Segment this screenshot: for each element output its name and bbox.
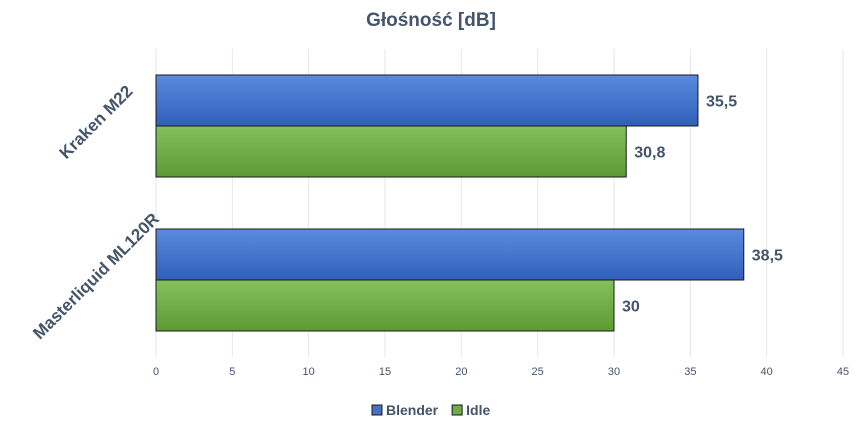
x-tick-label: 5 xyxy=(229,366,235,378)
bar-blender xyxy=(155,228,745,281)
legend-label-idle: Idle xyxy=(466,402,490,418)
x-tick-label: 45 xyxy=(837,366,849,378)
x-tick-label: 30 xyxy=(608,366,620,378)
data-labels: 35,5 30,8 38,5 30 xyxy=(622,94,783,316)
data-label: 38,5 xyxy=(752,248,783,265)
data-label: 35,5 xyxy=(706,94,737,111)
x-tick-label: 10 xyxy=(303,366,315,378)
bar-blender xyxy=(155,74,699,127)
x-tick-label: 20 xyxy=(455,366,467,378)
x-tick-label: 15 xyxy=(379,366,391,378)
bar-idle xyxy=(155,125,627,178)
legend: Blender Idle xyxy=(371,402,490,418)
data-label: 30 xyxy=(622,299,640,316)
x-tick-label: 25 xyxy=(532,366,544,378)
data-label: 30,8 xyxy=(634,145,665,162)
category-labels: Kraken M22 Masterliquid ML120R xyxy=(29,82,163,343)
legend-swatch-blender xyxy=(371,404,383,416)
legend-label-blender: Blender xyxy=(386,402,439,418)
x-tick-label: 40 xyxy=(761,366,773,378)
bar-idle xyxy=(155,279,615,332)
legend-swatch-idle xyxy=(451,404,463,416)
chart-title: Głośność [dB] xyxy=(366,10,496,31)
bars xyxy=(155,74,745,332)
category-label: Masterliquid ML120R xyxy=(29,209,163,343)
x-tick-label: 35 xyxy=(684,366,696,378)
x-tick-label: 0 xyxy=(153,366,159,378)
category-label: Kraken M22 xyxy=(56,82,137,163)
x-tick-labels: 0 5 10 15 20 25 30 35 40 45 xyxy=(153,366,849,378)
